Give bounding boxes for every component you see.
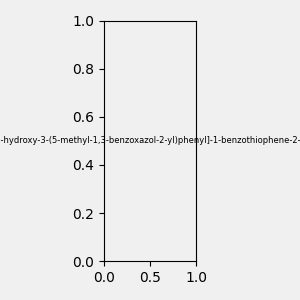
Text: 3-chloro-N-[4-hydroxy-3-(5-methyl-1,3-benzoxazol-2-yl)phenyl]-1-benzothiophene-2: 3-chloro-N-[4-hydroxy-3-(5-methyl-1,3-be… [0,136,300,146]
